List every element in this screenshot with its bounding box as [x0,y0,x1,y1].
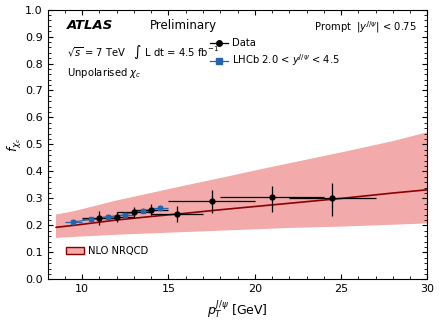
Legend: NLO NRQCD: NLO NRQCD [64,244,150,258]
Y-axis label: $f_{\chi_c}$: $f_{\chi_c}$ [6,137,24,152]
Text: $\sqrt{s}$ = 7 TeV   $\int$ L dt = 4.5 fb$^{-1}$: $\sqrt{s}$ = 7 TeV $\int$ L dt = 4.5 fb$… [66,43,219,61]
Text: ATLAS: ATLAS [66,19,113,32]
Text: Unpolarised $\chi_c$: Unpolarised $\chi_c$ [66,66,141,80]
Text: Prompt  $|y^{J/\psi}|$ < 0.75: Prompt $|y^{J/\psi}|$ < 0.75 [314,19,416,35]
Text: Preliminary: Preliminary [150,19,217,32]
X-axis label: $p_T^{J/\psi}$ [GeV]: $p_T^{J/\psi}$ [GeV] [207,300,268,321]
